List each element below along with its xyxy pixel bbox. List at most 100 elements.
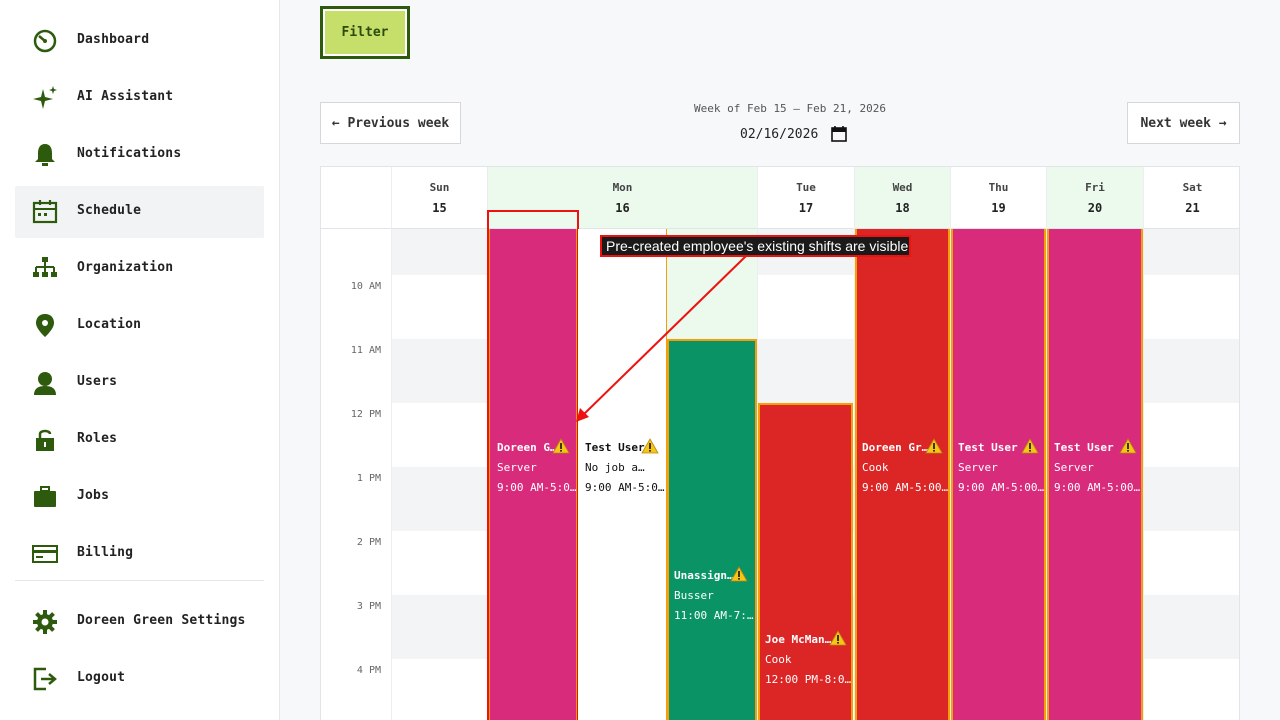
column-line — [854, 167, 855, 720]
calendar-picker-icon[interactable] — [831, 126, 847, 142]
shift-block[interactable]: Test User Server 9:00 AM-5:00… — [1047, 229, 1143, 720]
org-chart-icon — [33, 257, 57, 277]
time-label: 3 PM — [356, 601, 381, 612]
sidebar-item-logout[interactable]: Logout — [15, 653, 264, 705]
calendar-icon — [32, 200, 58, 224]
shift-time: 9:00 AM-5:0… — [497, 481, 577, 494]
day-header-mon: Mon 16 — [487, 167, 757, 228]
date-value: 02/16/2026 — [740, 127, 819, 142]
sidebar-item-ai-assistant[interactable]: AI Assistant — [15, 72, 264, 124]
sidebar-item-users[interactable]: Users — [15, 357, 264, 409]
location-pin-icon — [36, 314, 54, 337]
shift-job: Server — [958, 461, 998, 474]
dashboard-icon — [33, 29, 57, 53]
shift-time: 9:00 AM-5:00… — [862, 481, 949, 494]
shift-employee: Doreen G… — [497, 441, 557, 454]
filter-button-label: Filter — [323, 9, 407, 56]
lock-icon — [36, 429, 54, 451]
gear-icon — [33, 610, 57, 634]
sidebar-item-settings[interactable]: Doreen Green Settings — [15, 596, 264, 648]
day-number: 15 — [432, 201, 447, 215]
day-header-tue: Tue 17 — [757, 167, 854, 228]
day-name: Sat — [1182, 181, 1203, 194]
day-name: Mon — [612, 181, 633, 194]
annotation-label: Pre-created employee's existing shifts a… — [600, 235, 911, 257]
sidebar-item-label: AI Assistant — [77, 89, 174, 104]
shift-employee: Doreen Gr… — [862, 441, 929, 454]
sidebar-item-label: Jobs — [77, 488, 110, 503]
shift-employee: Test User — [1054, 441, 1114, 454]
day-number: 19 — [991, 201, 1006, 215]
day-header-sun: Sun 15 — [391, 167, 487, 228]
shift-block[interactable]: Test User Server 9:00 AM-5:00… — [951, 229, 1046, 720]
day-header-thu: Thu 19 — [950, 167, 1046, 228]
shift-block[interactable]: Unassign… Busser 11:00 AM-7:… — [667, 339, 757, 720]
sidebar-item-label: Dashboard — [77, 32, 150, 47]
sidebar-item-billing[interactable]: Billing — [15, 528, 264, 580]
shift-job: Cook — [765, 653, 792, 666]
previous-week-button[interactable]: ← Previous week — [320, 102, 461, 144]
sidebar-item-organization[interactable]: Organization — [15, 243, 264, 295]
warning-icon — [552, 438, 570, 454]
shift-block[interactable]: Joe McMan… Cook 12:00 PM-8:0… — [758, 403, 853, 720]
sidebar: Dashboard AI Assistant Notifications Sch… — [0, 0, 280, 720]
shift-block[interactable]: Doreen G… Server 9:00 AM-5:0… — [488, 229, 578, 720]
column-line — [950, 167, 951, 720]
shift-time: 9:00 AM-5:0… — [585, 481, 665, 494]
sidebar-item-schedule[interactable]: Schedule — [15, 186, 264, 238]
time-label: 4 PM — [356, 665, 381, 676]
warning-icon — [1119, 438, 1137, 454]
day-header-sat: Sat 21 — [1143, 167, 1239, 228]
sidebar-item-label: Roles — [77, 431, 118, 446]
warning-icon — [1021, 438, 1039, 454]
sidebar-item-label: Logout — [77, 670, 126, 685]
shift-job: Cook — [862, 461, 889, 474]
sidebar-item-roles[interactable]: Roles — [15, 414, 264, 466]
sidebar-item-location[interactable]: Location — [15, 300, 264, 352]
warning-icon — [829, 630, 847, 646]
credit-card-icon — [32, 545, 58, 563]
shift-block[interactable]: Test User No job a… 9:00 AM-5:0… — [578, 229, 667, 720]
time-label: 10 AM — [350, 281, 381, 292]
sidebar-item-label: Organization — [77, 260, 174, 275]
column-line — [391, 167, 392, 720]
shift-time: 9:00 AM-5:00… — [958, 481, 1045, 494]
day-header-wed: Wed 18 — [854, 167, 950, 228]
shift-block[interactable]: Doreen Gr… Cook 9:00 AM-5:00… — [855, 229, 950, 720]
header-divider — [321, 228, 1239, 229]
sidebar-item-notifications[interactable]: Notifications — [15, 129, 264, 181]
day-number: 18 — [895, 201, 910, 215]
logout-icon — [33, 667, 57, 691]
user-icon — [34, 372, 56, 395]
week-title: Week of Feb 15 – Feb 21, 2026 — [693, 102, 887, 115]
day-header-fri: Fri 20 — [1046, 167, 1143, 228]
sidebar-divider — [15, 580, 264, 581]
sidebar-item-dashboard[interactable]: Dashboard — [15, 15, 264, 67]
shift-employee: Test User — [585, 441, 645, 454]
briefcase-icon — [34, 486, 56, 507]
column-line — [1046, 167, 1047, 720]
sidebar-item-label: Doreen Green Settings — [77, 613, 246, 628]
next-week-button[interactable]: Next week → — [1127, 102, 1240, 144]
sidebar-item-label: Schedule — [77, 203, 142, 218]
shift-time: 11:00 AM-7:… — [674, 609, 754, 622]
time-label: 2 PM — [356, 537, 381, 548]
sidebar-item-label: Location — [77, 317, 142, 332]
filter-button[interactable]: Filter — [320, 6, 410, 59]
column-line — [1143, 167, 1144, 720]
sidebar-item-jobs[interactable]: Jobs — [15, 471, 264, 523]
day-name: Wed — [892, 181, 913, 194]
time-label: 1 PM — [356, 473, 381, 484]
bell-icon — [35, 144, 55, 166]
shift-employee: Test User — [958, 441, 1018, 454]
time-label: 11 AM — [350, 345, 381, 356]
sidebar-item-label: Billing — [77, 545, 134, 560]
date-picker-input[interactable]: 02/16/2026 — [736, 124, 856, 146]
shift-employee: Unassign… — [674, 569, 734, 582]
warning-icon — [730, 566, 748, 582]
warning-icon — [641, 438, 659, 454]
column-line — [757, 167, 758, 720]
day-number: 16 — [615, 201, 630, 215]
sparkle-icon — [33, 86, 57, 109]
sidebar-item-label: Users — [77, 374, 118, 389]
